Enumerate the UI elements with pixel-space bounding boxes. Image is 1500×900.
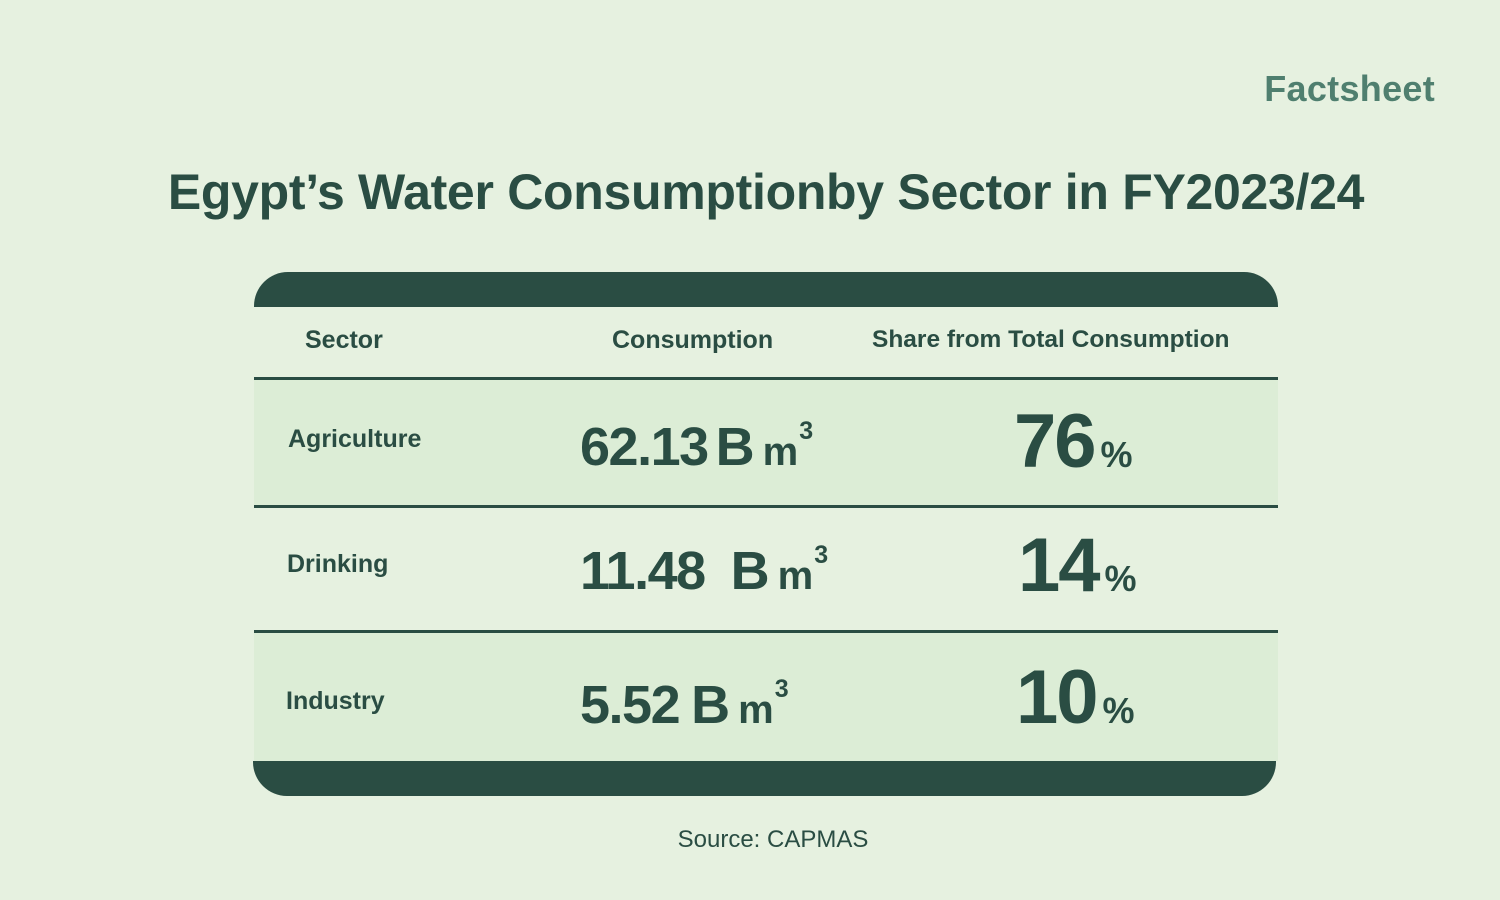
- data-table: Sector Consumption Share from Total Cons…: [253, 272, 1278, 796]
- consumption-unit-exponent: 3: [799, 417, 814, 445]
- page-title: Egypt’s Water Consumptionby Sector in FY…: [167, 164, 1365, 220]
- sector-label: Drinking: [287, 550, 389, 578]
- consumption-unit-exponent: 3: [814, 541, 829, 569]
- consumption-unit: B: [715, 417, 755, 477]
- header-share: Share from Total Consumption: [872, 326, 1230, 353]
- share-percent-sign: %: [1104, 558, 1137, 599]
- consumption-unit: B: [691, 675, 731, 735]
- brand-label: Factsheet: [1264, 68, 1435, 109]
- share-percent-sign: %: [1100, 434, 1133, 475]
- table-bottom-bar: [253, 761, 1276, 796]
- share-number: 10: [1016, 655, 1099, 740]
- sector-label: Agriculture: [288, 425, 422, 453]
- share-number: 14: [1018, 523, 1101, 608]
- table-header-row: Sector Consumption Share from Total Cons…: [254, 307, 1278, 380]
- share-value: 76%: [1014, 398, 1133, 485]
- share-percent-sign: %: [1102, 690, 1135, 731]
- sector-label: Industry: [286, 687, 385, 715]
- consumption-unit-m: m: [777, 554, 814, 598]
- header-sector: Sector: [305, 326, 383, 354]
- share-number: 76: [1014, 399, 1097, 484]
- consumption-unit-exponent: 3: [774, 675, 789, 703]
- consumption-number: 62.13: [580, 417, 709, 477]
- consumption-number: 5.52: [580, 675, 681, 735]
- consumption-number: 11.48: [580, 541, 706, 601]
- share-value: 14%: [1018, 522, 1137, 609]
- header-consumption: Consumption: [612, 326, 774, 354]
- consumption-unit-m: m: [738, 688, 774, 732]
- table-top-bar: [254, 272, 1278, 307]
- share-value: 10%: [1016, 654, 1135, 741]
- consumption-unit-m: m: [762, 430, 799, 474]
- source-note: Source: CAPMAS: [677, 826, 869, 853]
- consumption-unit: B: [730, 541, 770, 601]
